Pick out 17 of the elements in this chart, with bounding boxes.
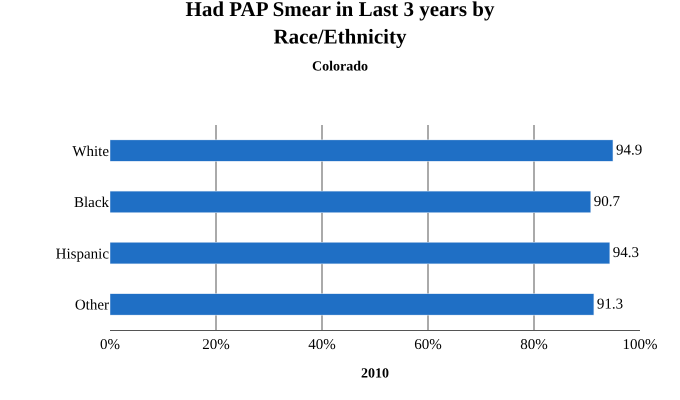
x-tick-label: 0% (100, 337, 120, 353)
x-tick-label: 20% (202, 337, 230, 353)
data-label: 94.9 (616, 142, 642, 159)
x-tick-label: 60% (414, 337, 442, 353)
data-label: 94.3 (612, 245, 640, 262)
x-tick-label: 100% (622, 337, 658, 353)
y-tick-label: Hispanic (56, 246, 110, 262)
x-tick-label: 40% (308, 337, 336, 353)
y-tick-label: White (72, 144, 110, 160)
y-tick-label: Black (74, 195, 110, 212)
x-tick-label: 80% (520, 337, 548, 353)
y-tick-label: Other (74, 298, 109, 314)
chart-subtitle: Colorado (312, 60, 368, 75)
data-label: 91.3 (596, 296, 624, 312)
data-label: 90.7 (594, 194, 620, 210)
chart-title: Had PAP Smear in Last 3 years by Race/Ethnicity (186, 0, 495, 48)
x-axis-title: 2010 (361, 366, 389, 382)
